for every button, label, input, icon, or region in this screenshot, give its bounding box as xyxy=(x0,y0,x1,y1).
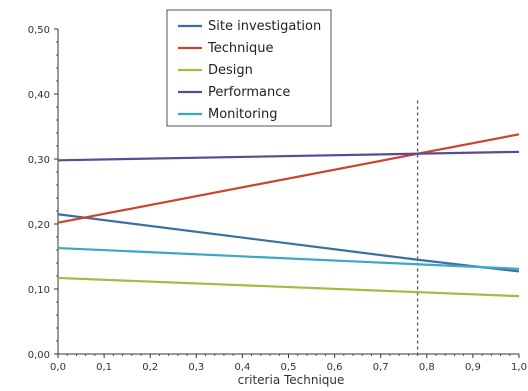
x-tick-label: 0,6 xyxy=(327,362,343,373)
legend-label-performance: Performance xyxy=(208,85,290,100)
y-tick-label: 0,10 xyxy=(28,285,50,296)
series-line-performance xyxy=(57,150,520,162)
y-tick-label: 0,30 xyxy=(28,155,50,166)
y-tick-label: 0,50 xyxy=(28,25,50,36)
x-tick-label: 0,9 xyxy=(465,362,481,373)
x-tick-label: 0,3 xyxy=(188,362,204,373)
axes: 0,00 0,10 0,20 0,30 0,40 0,50 0,0 0,1 0,2 0,3 0,4 0… xyxy=(28,25,527,373)
x-tick-label: 0,1 xyxy=(96,362,112,373)
x-tick-label: 0,7 xyxy=(373,362,389,373)
series-line-monitoring xyxy=(57,246,520,270)
series-line-design xyxy=(57,276,520,298)
x-axis-title: criteria Technique xyxy=(238,373,345,387)
y-tick-label: 0,40 xyxy=(28,90,50,101)
x-tick-label: 0,5 xyxy=(281,362,297,373)
x-tick-label: 0,4 xyxy=(234,362,250,373)
x-tick-label: 0,8 xyxy=(419,362,435,373)
legend-label-monitoring: Monitoring xyxy=(208,107,278,122)
legend-label-technique: Technique xyxy=(207,41,273,56)
y-tick-label: 0,20 xyxy=(28,220,50,231)
legend-label-design: Design xyxy=(208,63,253,78)
y-tick-label: 0,00 xyxy=(28,350,50,361)
x-tick-label: 0,2 xyxy=(142,362,158,373)
legend-box xyxy=(166,9,332,127)
x-tick-label: 1,0 xyxy=(511,362,527,373)
legend-label-site-investigation: Site investigation xyxy=(208,19,321,34)
x-tick-label: 0,0 xyxy=(50,362,66,373)
legend: Site investigation Technique Design Perform… xyxy=(166,9,332,127)
series-group xyxy=(57,133,520,298)
series-line-site-investigation xyxy=(57,213,520,273)
series-line-technique xyxy=(57,133,520,224)
